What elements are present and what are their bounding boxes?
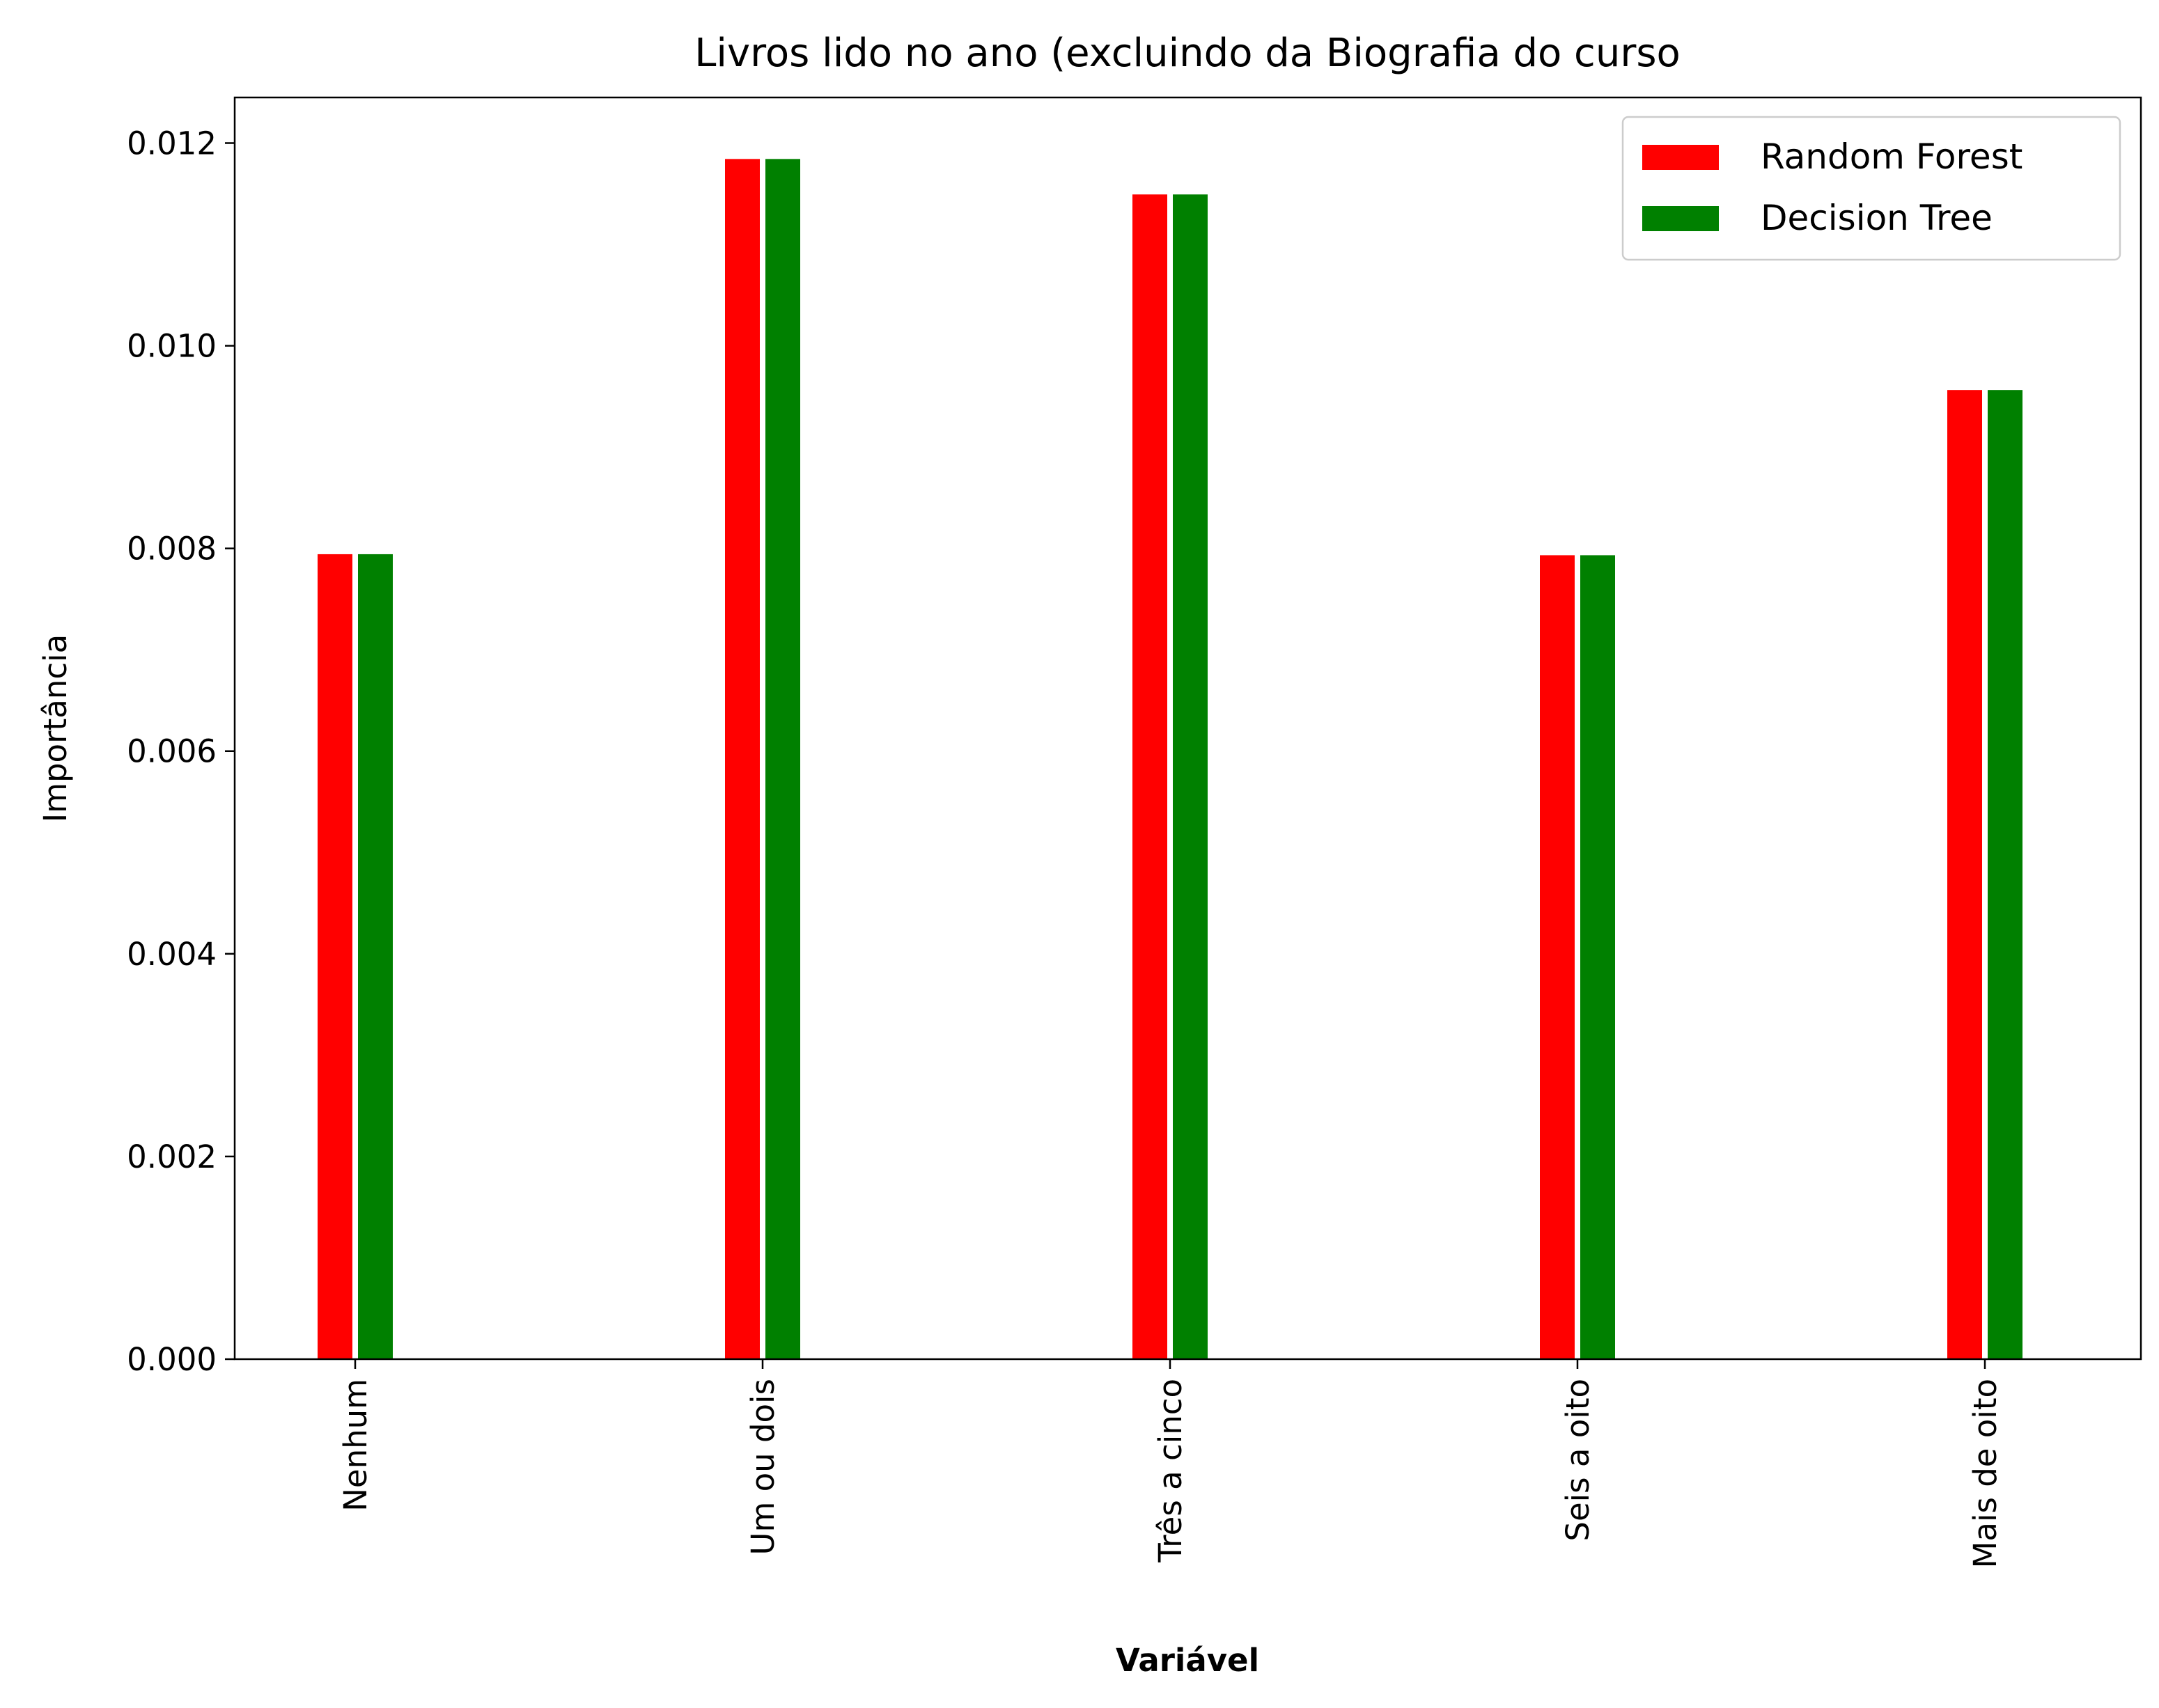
x-tick-label-um-ou-dois: Um ou dois xyxy=(745,1379,781,1555)
chart-title: Livros lido no ano (excluindo da Biograf… xyxy=(694,31,1681,76)
bar-random-forest-mais-de-oito xyxy=(1946,389,1983,1360)
bar-random-forest-tres-a-cinco xyxy=(1131,193,1169,1361)
legend-swatch-decision-tree xyxy=(1642,206,1719,231)
legend-label-random-forest: Random Forest xyxy=(1761,136,2022,177)
x-tick-label-nenhum: Nenhum xyxy=(337,1379,374,1512)
x-axis-label: Variável xyxy=(1116,1642,1259,1679)
bar-decision-tree-mais-de-oito xyxy=(1986,389,2024,1360)
bar-decision-tree-seis-a-oito xyxy=(1579,554,1616,1361)
bar-decision-tree-um-ou-dois xyxy=(764,157,802,1360)
legend-box xyxy=(1621,116,2121,261)
y-tick-label: 0.000 xyxy=(127,1341,217,1378)
legend-label-decision-tree: Decision Tree xyxy=(1761,198,1993,238)
y-tick-label: 0.004 xyxy=(127,936,217,973)
legend-swatch-random-forest xyxy=(1642,145,1719,170)
x-tick-label-mais-de-oito: Mais de oito xyxy=(1967,1379,2004,1568)
y-tick-label: 0.010 xyxy=(127,328,217,365)
y-tick-label: 0.002 xyxy=(127,1138,217,1175)
bar-random-forest-um-ou-dois xyxy=(724,157,761,1360)
y-axis-label: Importância xyxy=(37,634,74,822)
plot-frame xyxy=(233,96,2142,1361)
y-tick-label: 0.008 xyxy=(127,531,217,567)
y-tick-label: 0.012 xyxy=(127,125,217,162)
y-tick-label: 0.006 xyxy=(127,733,217,770)
bar-decision-tree-nenhum xyxy=(357,552,394,1360)
x-tick-label-seis-a-oito: Seis a oito xyxy=(1559,1379,1596,1542)
bar-decision-tree-tres-a-cinco xyxy=(1171,193,1209,1361)
bar-random-forest-seis-a-oito xyxy=(1538,554,1576,1361)
x-tick-label-tres-a-cinco: Três a cinco xyxy=(1152,1379,1189,1563)
bar-random-forest-nenhum xyxy=(316,552,354,1360)
plot-area: 0.000 0.002 0.004 0.006 0.008 0.010 0.012 Nenhu… xyxy=(127,125,2024,1568)
legend: Random Forest Decision Tree xyxy=(1621,116,2121,261)
